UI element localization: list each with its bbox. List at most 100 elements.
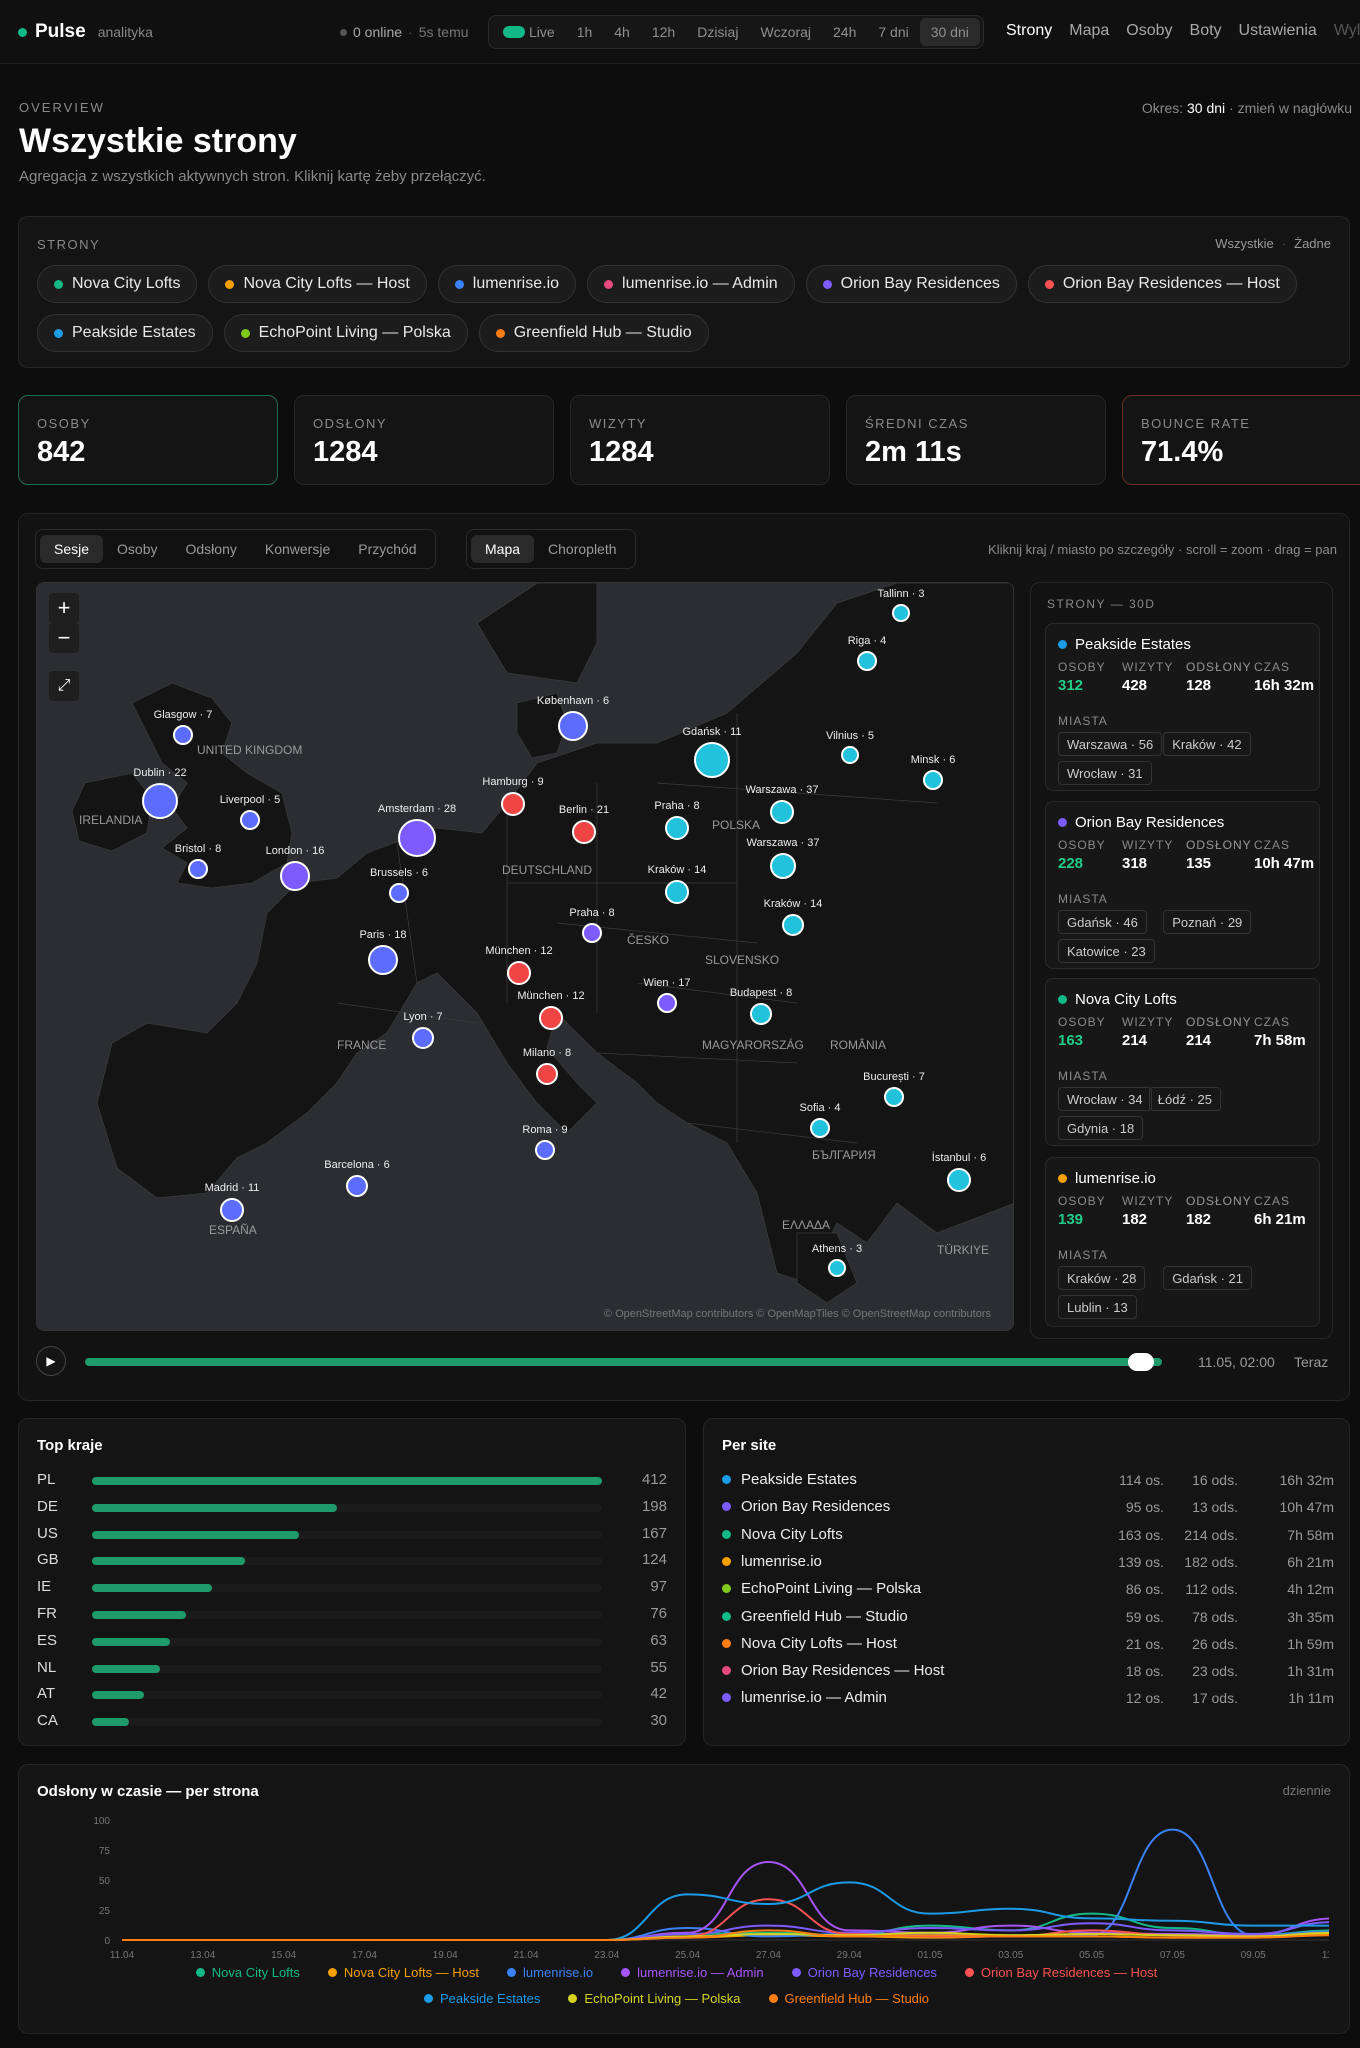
city-marker[interactable] [368, 945, 398, 975]
site-chip[interactable]: Orion Bay Residences — Host [1027, 265, 1297, 303]
nav-mapa[interactable]: Mapa [1069, 22, 1110, 39]
zoom-out-button[interactable]: − [49, 623, 79, 653]
tab-odsłony[interactable]: Odsłony [185, 541, 237, 557]
select-all-link[interactable]: Wszystkie [1215, 236, 1274, 251]
city-marker[interactable] [923, 770, 943, 790]
nav-strony[interactable]: Strony [1006, 22, 1053, 39]
city-pill[interactable]: Wrocław · 34 [1058, 1087, 1152, 1111]
legend-item[interactable]: lumenrise.io — Admin [621, 1965, 764, 1980]
map-canvas[interactable]: + − ⤢ UNITED KINGDOM IRELANDIA FRANCE DEUTS… [36, 582, 1014, 1331]
country-row[interactable]: IE 97 [37, 1576, 667, 1598]
city-marker[interactable] [770, 800, 794, 824]
legend-item[interactable]: Greenfield Hub — Studio [768, 1991, 929, 2006]
city-marker[interactable] [750, 1003, 772, 1025]
range-24h[interactable]: 24h [822, 18, 867, 46]
city-marker[interactable] [782, 914, 804, 936]
site-chip[interactable]: lumenrise.io [437, 265, 577, 303]
city-marker[interactable] [694, 742, 730, 778]
range-wczoraj[interactable]: Wczoraj [749, 18, 822, 46]
city-marker[interactable] [412, 1027, 434, 1049]
country-row[interactable]: CA 30 [37, 1710, 667, 1732]
per-site-row[interactable]: Orion Bay Residences — Host 18 os. 23 ods.… [722, 1660, 1334, 1682]
city-marker[interactable] [536, 1063, 558, 1085]
legend-item[interactable]: Orion Bay Residences [791, 1965, 937, 1980]
range-30-dni[interactable]: 30 dni [919, 18, 980, 46]
country-row[interactable]: AT 42 [37, 1683, 667, 1705]
city-marker[interactable] [884, 1087, 904, 1107]
city-pill[interactable]: Kraków · 28 [1058, 1266, 1146, 1290]
city-marker[interactable] [582, 923, 602, 943]
city-pill[interactable]: Gdynia · 18 [1058, 1116, 1144, 1140]
chart-granularity[interactable]: dziennie [1282, 1783, 1331, 1798]
city-marker[interactable] [173, 725, 193, 745]
site-chip[interactable]: lumenrise.io — Admin [587, 265, 795, 303]
fullscreen-icon[interactable]: ⤢ [49, 671, 79, 701]
city-pill[interactable]: Kraków · 42 [1163, 732, 1251, 756]
brand[interactable]: Pulse analityka [18, 21, 153, 43]
city-marker[interactable] [346, 1175, 368, 1197]
zoom-in-button[interactable]: + [49, 593, 79, 623]
country-row[interactable]: NL 55 [37, 1657, 667, 1679]
legend-item[interactable]: Nova City Lofts [195, 1965, 300, 1980]
city-marker[interactable] [892, 604, 910, 622]
per-site-row[interactable]: Peakside Estates 114 os. 16 ods. 16h 32m [722, 1469, 1334, 1491]
select-none-link[interactable]: Żadne [1294, 236, 1331, 251]
per-site-row[interactable]: lumenrise.io 139 os. 182 ods. 6h 21m [722, 1551, 1334, 1573]
country-row[interactable]: GB 124 [37, 1549, 667, 1571]
city-marker[interactable] [810, 1118, 830, 1138]
nav-osoby[interactable]: Osoby [1126, 22, 1173, 39]
site-chip[interactable]: Nova City Lofts — Host [208, 265, 427, 303]
site-chip[interactable]: Peakside Estates [37, 314, 213, 352]
tab-mapa[interactable]: Mapa [471, 535, 535, 563]
country-row[interactable]: FR 76 [37, 1603, 667, 1625]
city-marker[interactable] [857, 651, 877, 671]
city-marker[interactable] [240, 810, 260, 830]
range-7-dni[interactable]: 7 dni [867, 18, 919, 46]
city-marker[interactable] [389, 883, 409, 903]
city-marker[interactable] [280, 861, 310, 891]
range-12h[interactable]: 12h [641, 18, 686, 46]
range-4h[interactable]: 4h [603, 18, 641, 46]
city-marker[interactable] [828, 1259, 846, 1277]
city-marker[interactable] [398, 819, 436, 857]
site-summary-card[interactable]: Orion Bay Residences OSOBY 228 WIZYTY 318 ODS… [1045, 801, 1320, 969]
nav-ustawienia[interactable]: Ustawienia [1238, 22, 1317, 39]
range-dzisiaj[interactable]: Dzisiaj [686, 18, 749, 46]
per-site-row[interactable]: Orion Bay Residences 95 os. 13 ods. 10h 47m [722, 1496, 1334, 1518]
per-site-row[interactable]: Greenfield Hub — Studio 59 os. 78 ods. 3h 3… [722, 1606, 1334, 1628]
city-pill[interactable]: Poznań · 29 [1163, 910, 1252, 934]
legend-item[interactable]: lumenrise.io [507, 1965, 593, 1980]
country-row[interactable]: DE 198 [37, 1496, 667, 1518]
per-site-row[interactable]: Nova City Lofts 163 os. 214 ods. 7h 58m [722, 1524, 1334, 1546]
city-pill[interactable]: Katowice · 23 [1058, 939, 1155, 963]
city-pill[interactable]: Warszawa · 56 [1058, 732, 1163, 756]
city-marker[interactable] [142, 783, 178, 819]
timeline-track[interactable] [85, 1358, 1162, 1366]
site-chip[interactable]: Greenfield Hub — Studio [478, 314, 709, 352]
city-marker[interactable] [558, 711, 588, 741]
city-marker[interactable] [535, 1140, 555, 1160]
site-summary-card[interactable]: lumenrise.io OSOBY 139 WIZYTY 182 ODSŁONY 182 C… [1045, 1157, 1320, 1327]
per-site-row[interactable]: Nova City Lofts — Host 21 os. 26 ods. 1h 59… [722, 1633, 1334, 1655]
timeline-now-button[interactable]: Teraz [1294, 1354, 1329, 1370]
site-chip[interactable]: EchoPoint Living — Polska [223, 314, 468, 352]
city-marker[interactable] [665, 880, 689, 904]
site-summary-card[interactable]: Nova City Lofts OSOBY 163 WIZYTY 214 ODSŁONY 2… [1045, 978, 1320, 1146]
per-site-row[interactable]: lumenrise.io — Admin 12 os. 17 ods. 1h 11m [722, 1687, 1334, 1709]
nav-boty[interactable]: Boty [1189, 22, 1222, 39]
city-marker[interactable] [501, 792, 525, 816]
country-row[interactable]: US 167 [37, 1523, 667, 1545]
city-marker[interactable] [507, 961, 531, 985]
legend-item[interactable]: Orion Bay Residences — Host [964, 1965, 1157, 1980]
country-row[interactable]: ES 63 [37, 1630, 667, 1652]
city-marker[interactable] [665, 816, 689, 840]
range-1h[interactable]: 1h [566, 18, 604, 46]
city-pill[interactable]: Gdańsk · 46 [1058, 910, 1147, 934]
tab-choropleth[interactable]: Choropleth [548, 541, 617, 557]
city-pill[interactable]: Wrocław · 31 [1058, 761, 1152, 785]
city-marker[interactable] [572, 820, 596, 844]
legend-item[interactable]: EchoPoint Living — Polska [568, 1991, 741, 2006]
city-pill[interactable]: Łódź · 25 [1148, 1087, 1221, 1111]
city-marker[interactable] [770, 853, 796, 879]
timeline-handle[interactable] [1128, 1353, 1155, 1371]
